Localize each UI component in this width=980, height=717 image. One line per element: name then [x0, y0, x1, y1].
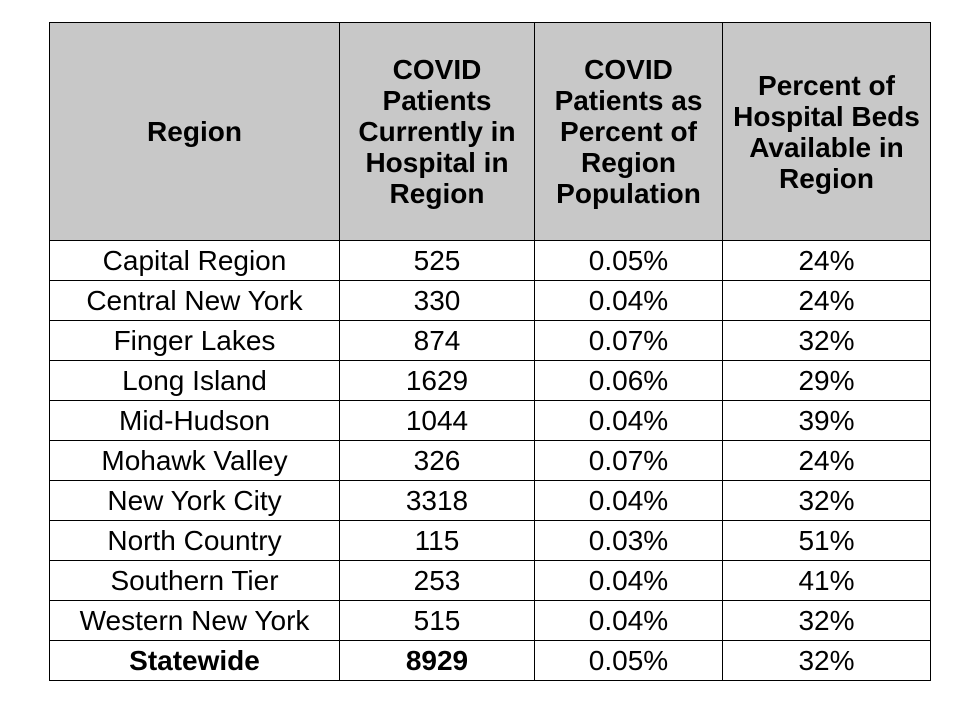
population-percent-cell: 0.07%: [534, 440, 723, 481]
beds-available-cell: 24%: [722, 280, 931, 321]
table-row: North Country 115 0.03% 51%: [49, 520, 931, 561]
region-cell: New York City: [49, 480, 340, 521]
region-cell: Mid-Hudson: [49, 400, 340, 441]
patients-cell: 3318: [339, 480, 535, 521]
patients-cell: 253: [339, 560, 535, 601]
population-percent-cell: 0.04%: [534, 560, 723, 601]
table-row: Capital Region 525 0.05% 24%: [49, 240, 931, 281]
population-percent-cell: 0.04%: [534, 480, 723, 521]
region-cell: Mohawk Valley: [49, 440, 340, 481]
beds-available-cell: 32%: [722, 600, 931, 641]
population-percent-cell: 0.06%: [534, 360, 723, 401]
beds-available-cell: 41%: [722, 560, 931, 601]
table-row: Finger Lakes 874 0.07% 32%: [49, 320, 931, 361]
population-percent-cell: 0.07%: [534, 320, 723, 361]
statewide-total-row: Statewide 8929 0.05% 32%: [49, 640, 931, 681]
patients-cell: 115: [339, 520, 535, 561]
region-cell: Western New York: [49, 600, 340, 641]
population-percent-cell: 0.04%: [534, 280, 723, 321]
patients-cell: 525: [339, 240, 535, 281]
header-patients-in-hospital: COVID Patients Currently in Hospital in …: [339, 22, 535, 241]
beds-available-cell: 51%: [722, 520, 931, 561]
patients-cell: 515: [339, 600, 535, 641]
region-cell: Central New York: [49, 280, 340, 321]
header-beds-available: Percent of Hospital Beds Available in Re…: [722, 22, 931, 241]
population-percent-cell: 0.04%: [534, 400, 723, 441]
patients-cell: 326: [339, 440, 535, 481]
beds-available-cell: 24%: [722, 240, 931, 281]
header-row: Region COVID Patients Currently in Hospi…: [49, 22, 931, 241]
total-region-cell: Statewide: [49, 640, 340, 681]
population-percent-cell: 0.05%: [534, 240, 723, 281]
region-cell: Capital Region: [49, 240, 340, 281]
beds-available-cell: 29%: [722, 360, 931, 401]
covid-hospital-table: Region COVID Patients Currently in Hospi…: [49, 22, 931, 681]
beds-available-cell: 32%: [722, 320, 931, 361]
header-region: Region: [49, 22, 340, 241]
region-cell: Long Island: [49, 360, 340, 401]
patients-cell: 1629: [339, 360, 535, 401]
table-body: Capital Region 525 0.05% 24% Central New Yor…: [49, 240, 931, 681]
population-percent-cell: 0.03%: [534, 520, 723, 561]
table-row: Western New York 515 0.04% 32%: [49, 600, 931, 641]
patients-cell: 330: [339, 280, 535, 321]
region-cell: Finger Lakes: [49, 320, 340, 361]
beds-available-cell: 39%: [722, 400, 931, 441]
total-population-percent-cell: 0.05%: [534, 640, 723, 681]
region-cell: North Country: [49, 520, 340, 561]
beds-available-cell: 32%: [722, 480, 931, 521]
table-row: Central New York 330 0.04% 24%: [49, 280, 931, 321]
patients-cell: 1044: [339, 400, 535, 441]
table-row: Mid-Hudson 1044 0.04% 39%: [49, 400, 931, 441]
beds-available-cell: 24%: [722, 440, 931, 481]
total-patients-cell: 8929: [339, 640, 535, 681]
table-row: Southern Tier 253 0.04% 41%: [49, 560, 931, 601]
table-row: Long Island 1629 0.06% 29%: [49, 360, 931, 401]
header-percent-of-population: COVID Patients as Percent of Region Popu…: [534, 22, 723, 241]
region-cell: Southern Tier: [49, 560, 340, 601]
table-row: Mohawk Valley 326 0.07% 24%: [49, 440, 931, 481]
population-percent-cell: 0.04%: [534, 600, 723, 641]
table-row: New York City 3318 0.04% 32%: [49, 480, 931, 521]
patients-cell: 874: [339, 320, 535, 361]
total-beds-available-cell: 32%: [722, 640, 931, 681]
